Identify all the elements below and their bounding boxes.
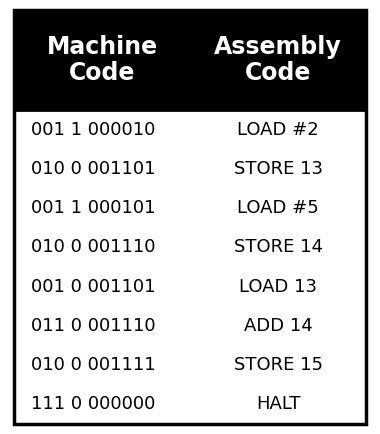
Text: 001 1 000010: 001 1 000010 <box>31 121 155 138</box>
Text: 011 0 001110: 011 0 001110 <box>31 317 155 335</box>
Text: Assembly
Code: Assembly Code <box>214 35 342 85</box>
Text: ADD 14: ADD 14 <box>244 317 312 335</box>
Text: STORE 14: STORE 14 <box>233 238 323 256</box>
Text: 001 1 000101: 001 1 000101 <box>31 199 155 217</box>
Text: LOAD #2: LOAD #2 <box>237 121 319 138</box>
Text: STORE 13: STORE 13 <box>233 160 323 178</box>
Text: LOAD 13: LOAD 13 <box>239 278 317 296</box>
Text: Machine
Code: Machine Code <box>46 35 158 85</box>
Text: 010 0 001111: 010 0 001111 <box>31 356 155 374</box>
Text: 001 0 001101: 001 0 001101 <box>31 278 155 296</box>
Bar <box>14 10 366 110</box>
Text: HALT: HALT <box>256 395 300 413</box>
Text: 010 0 001101: 010 0 001101 <box>31 160 155 178</box>
Text: 111 0 000000: 111 0 000000 <box>31 395 155 413</box>
Text: 010 0 001110: 010 0 001110 <box>31 238 155 256</box>
Text: LOAD #5: LOAD #5 <box>237 199 319 217</box>
Text: STORE 15: STORE 15 <box>233 356 323 374</box>
